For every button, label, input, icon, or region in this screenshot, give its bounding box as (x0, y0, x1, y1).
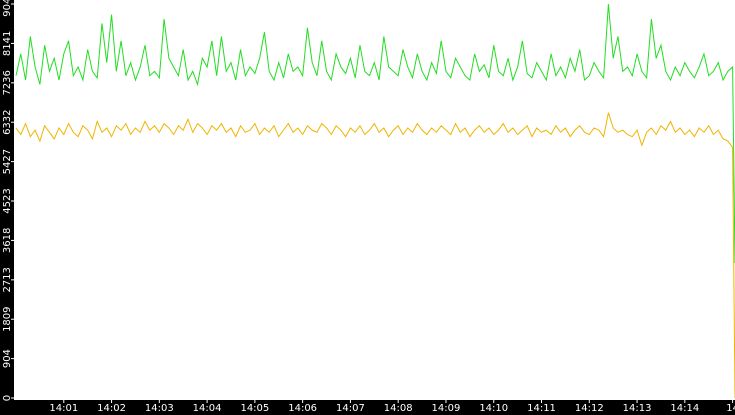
y-tick-label: 5427 (2, 149, 13, 174)
series-line (15, 3, 735, 263)
y-tick-label: 4523 (2, 188, 13, 213)
x-tick-label: 14:01 (49, 403, 78, 414)
x-tick-label: 14:09 (432, 403, 461, 414)
y-tick-label: 9046 (2, 0, 13, 17)
x-tick-label: 14 (726, 403, 735, 414)
y-tick-label: 6332 (2, 109, 13, 134)
series-line (15, 112, 735, 399)
y-tick-label: 2713 (2, 267, 13, 292)
x-tick-label: 14:02 (97, 403, 126, 414)
y-axis-bar (0, 0, 14, 415)
x-tick-label: 14:04 (193, 403, 222, 414)
y-tick-label: 0 (2, 395, 13, 401)
y-tick-label: 904 (2, 349, 13, 368)
x-tick-label: 14:12 (575, 403, 604, 414)
x-tick-label: 14:14 (670, 403, 699, 414)
y-tick-label: 7236 (2, 70, 13, 95)
x-tick-label: 14:06 (288, 403, 317, 414)
x-tick-label: 14:08 (384, 403, 413, 414)
x-tick-label: 14:07 (336, 403, 365, 414)
y-tick-label: 3618 (2, 228, 13, 253)
x-tick-label: 14:13 (623, 403, 652, 414)
x-tick-label: 14:05 (240, 403, 269, 414)
x-tick-label: 14:03 (145, 403, 174, 414)
y-tick-label: 1809 (2, 306, 13, 331)
y-tick-label: 8141 (2, 31, 13, 56)
x-tick-label: 14:10 (479, 403, 508, 414)
x-tick-label: 14:11 (527, 403, 556, 414)
x-axis-bar (0, 400, 735, 415)
